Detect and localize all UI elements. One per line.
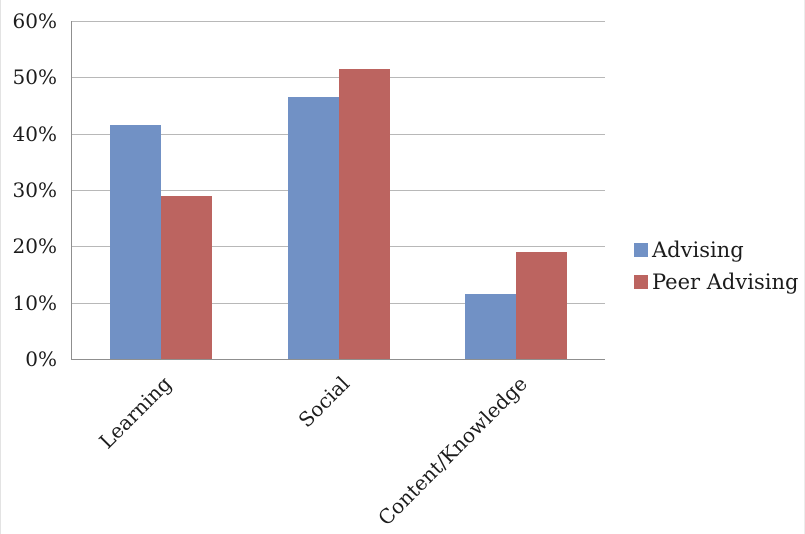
bar-peer-advising-social: [338, 68, 390, 359]
bar-advising-social: [287, 97, 339, 359]
x-tick-label-social: Social: [293, 371, 354, 433]
x-tick-label-content-knowledge: Content/Knowledge: [372, 371, 532, 531]
y-tick-label-40pct: 40%: [12, 121, 57, 146]
legend-swatch-icon: [634, 275, 648, 289]
y-tick-label-0pct: 0%: [25, 347, 57, 371]
legend: Advising Peer Advising: [634, 238, 798, 302]
legend-item-peer-advising: Peer Advising: [634, 270, 798, 294]
bar-advising-learning: [109, 125, 161, 359]
bar-peer-advising-content-knowledge: [516, 251, 568, 359]
x-tick-label-learning: Learning: [94, 371, 177, 454]
y-tick-label-60pct: 60%: [12, 9, 57, 33]
legend-label: Peer Advising: [652, 270, 799, 294]
bar-advising-content-knowledge: [465, 294, 517, 359]
plot-area: [71, 21, 605, 360]
y-tick-label-10pct: 10%: [12, 290, 57, 315]
gridline-60: [72, 21, 605, 22]
legend-item-advising: Advising: [634, 238, 798, 262]
y-tick-label-20pct: 20%: [12, 234, 57, 259]
legend-swatch-icon: [634, 243, 648, 257]
y-tick-label-50pct: 50%: [12, 65, 57, 90]
y-tick-label-30pct: 30%: [12, 178, 57, 202]
legend-label: Advising: [652, 238, 744, 262]
bar-peer-advising-learning: [160, 195, 212, 359]
